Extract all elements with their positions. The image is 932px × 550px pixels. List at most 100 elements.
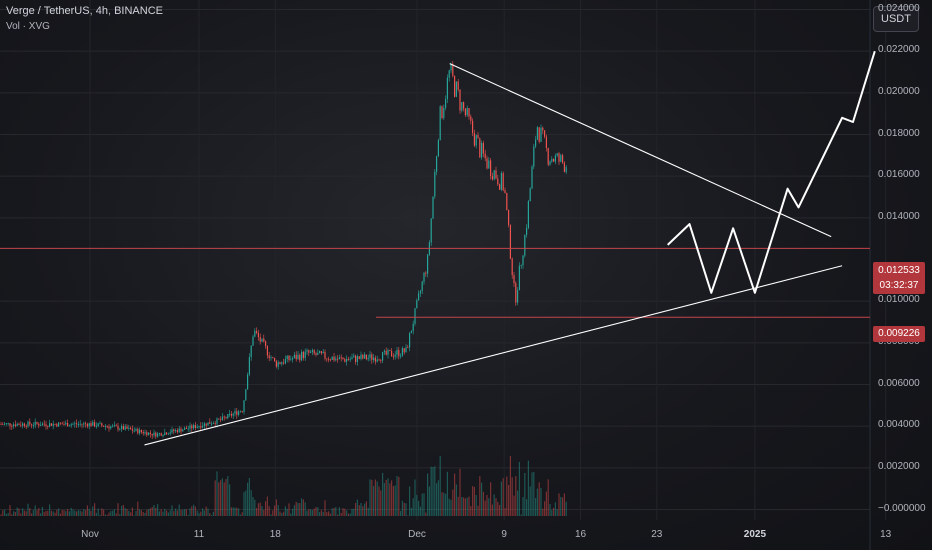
- volume-bar: [216, 471, 218, 516]
- volume-bar: [65, 511, 67, 516]
- volume-bar: [283, 511, 285, 516]
- candle-body: [490, 160, 492, 177]
- volume-bar: [38, 508, 40, 516]
- candle-body: [317, 352, 319, 355]
- volume-bar: [169, 510, 171, 516]
- candle-body: [365, 354, 367, 360]
- candle-body: [36, 421, 38, 424]
- volume-bar: [275, 499, 277, 516]
- volume-bar: [40, 513, 42, 516]
- volume-legend[interactable]: Vol · XVG: [6, 21, 50, 32]
- candle-body: [329, 359, 331, 361]
- volume-bar: [463, 497, 465, 516]
- volume-bar: [344, 508, 346, 516]
- volume-bar: [356, 499, 358, 516]
- candle-body: [225, 417, 227, 419]
- volume-bar: [277, 505, 279, 516]
- candle-body: [153, 432, 155, 436]
- volume-bar: [376, 481, 378, 516]
- candle-body: [121, 426, 123, 429]
- volume-bar: [149, 508, 151, 516]
- volume-bar: [367, 507, 369, 516]
- volume-bar: [212, 511, 214, 516]
- candle-body: [346, 359, 348, 362]
- candle-body: [211, 423, 213, 425]
- candle-body: [70, 424, 72, 426]
- candle-body: [398, 350, 400, 357]
- candle-body: [157, 433, 159, 437]
- candle-body: [400, 355, 402, 357]
- trendline: [449, 63, 832, 238]
- volume-bar: [59, 513, 61, 516]
- candle-body: [113, 425, 115, 427]
- volume-bar: [457, 496, 459, 516]
- candle-body: [81, 423, 83, 425]
- volume-bar: [0, 514, 2, 516]
- volume-bar: [428, 486, 430, 516]
- candle-body: [452, 64, 454, 76]
- volume-bar: [108, 512, 110, 516]
- volume-bar: [176, 510, 178, 516]
- candle-body: [511, 258, 513, 276]
- candle-body: [304, 351, 306, 359]
- volume-bar: [50, 510, 52, 516]
- volume-bar: [531, 472, 533, 516]
- candle-body: [529, 188, 531, 202]
- candle-body: [324, 352, 326, 359]
- volume-bar: [558, 493, 560, 516]
- currency-button[interactable]: USDT: [873, 6, 919, 32]
- candle-body: [22, 423, 24, 426]
- candle-body: [306, 350, 308, 352]
- candle-body: [250, 345, 252, 358]
- volume-bar: [301, 498, 303, 516]
- candle-body: [238, 411, 240, 415]
- volume-bar: [234, 507, 236, 516]
- candle-body: [479, 138, 481, 158]
- volume-bar: [202, 508, 204, 516]
- candle-body: [560, 155, 562, 162]
- candle-body: [86, 424, 88, 427]
- candle-body: [322, 352, 324, 354]
- candle-body: [473, 132, 475, 146]
- candle-body: [482, 143, 484, 154]
- price-tick-label: 0.016000: [878, 169, 920, 181]
- volume-bar: [421, 493, 423, 516]
- candle-body: [187, 428, 189, 430]
- candle-body: [178, 428, 180, 433]
- candle-body: [180, 428, 182, 432]
- volume-bar: [194, 506, 196, 516]
- candle-body: [149, 432, 151, 434]
- candle-body: [277, 362, 279, 367]
- candle-body: [301, 351, 303, 361]
- candle-body: [553, 159, 555, 162]
- volume-bar: [175, 508, 177, 516]
- candle-body: [401, 348, 403, 356]
- candle-body: [101, 423, 103, 426]
- symbol-title[interactable]: Verge / TetherUS, 4h, BINANCE: [6, 5, 163, 17]
- candle-body: [61, 423, 63, 425]
- volume-bar: [401, 500, 403, 516]
- time-tick-label: 2025: [743, 529, 767, 540]
- volume-bar: [95, 512, 97, 516]
- volume-bar: [518, 462, 520, 516]
- candle-body: [335, 358, 337, 361]
- volume-bar: [432, 466, 434, 516]
- candle-body: [191, 425, 193, 429]
- volume-bar: [329, 513, 331, 516]
- candle-body: [538, 127, 540, 142]
- volume-bar: [196, 510, 198, 516]
- volume-bar: [256, 508, 258, 516]
- candle-body: [562, 155, 564, 163]
- candle-body: [47, 426, 49, 427]
- candle-body: [310, 351, 312, 353]
- price-tick-label: 0.004000: [878, 419, 920, 431]
- volume-bar: [524, 472, 526, 516]
- candle-body: [274, 357, 276, 362]
- volume-bar: [243, 492, 245, 516]
- volume-bar: [430, 466, 432, 516]
- volume-bar: [522, 497, 524, 516]
- volume-bar: [128, 510, 130, 516]
- volume-bar: [556, 509, 558, 516]
- candle-body: [349, 359, 351, 360]
